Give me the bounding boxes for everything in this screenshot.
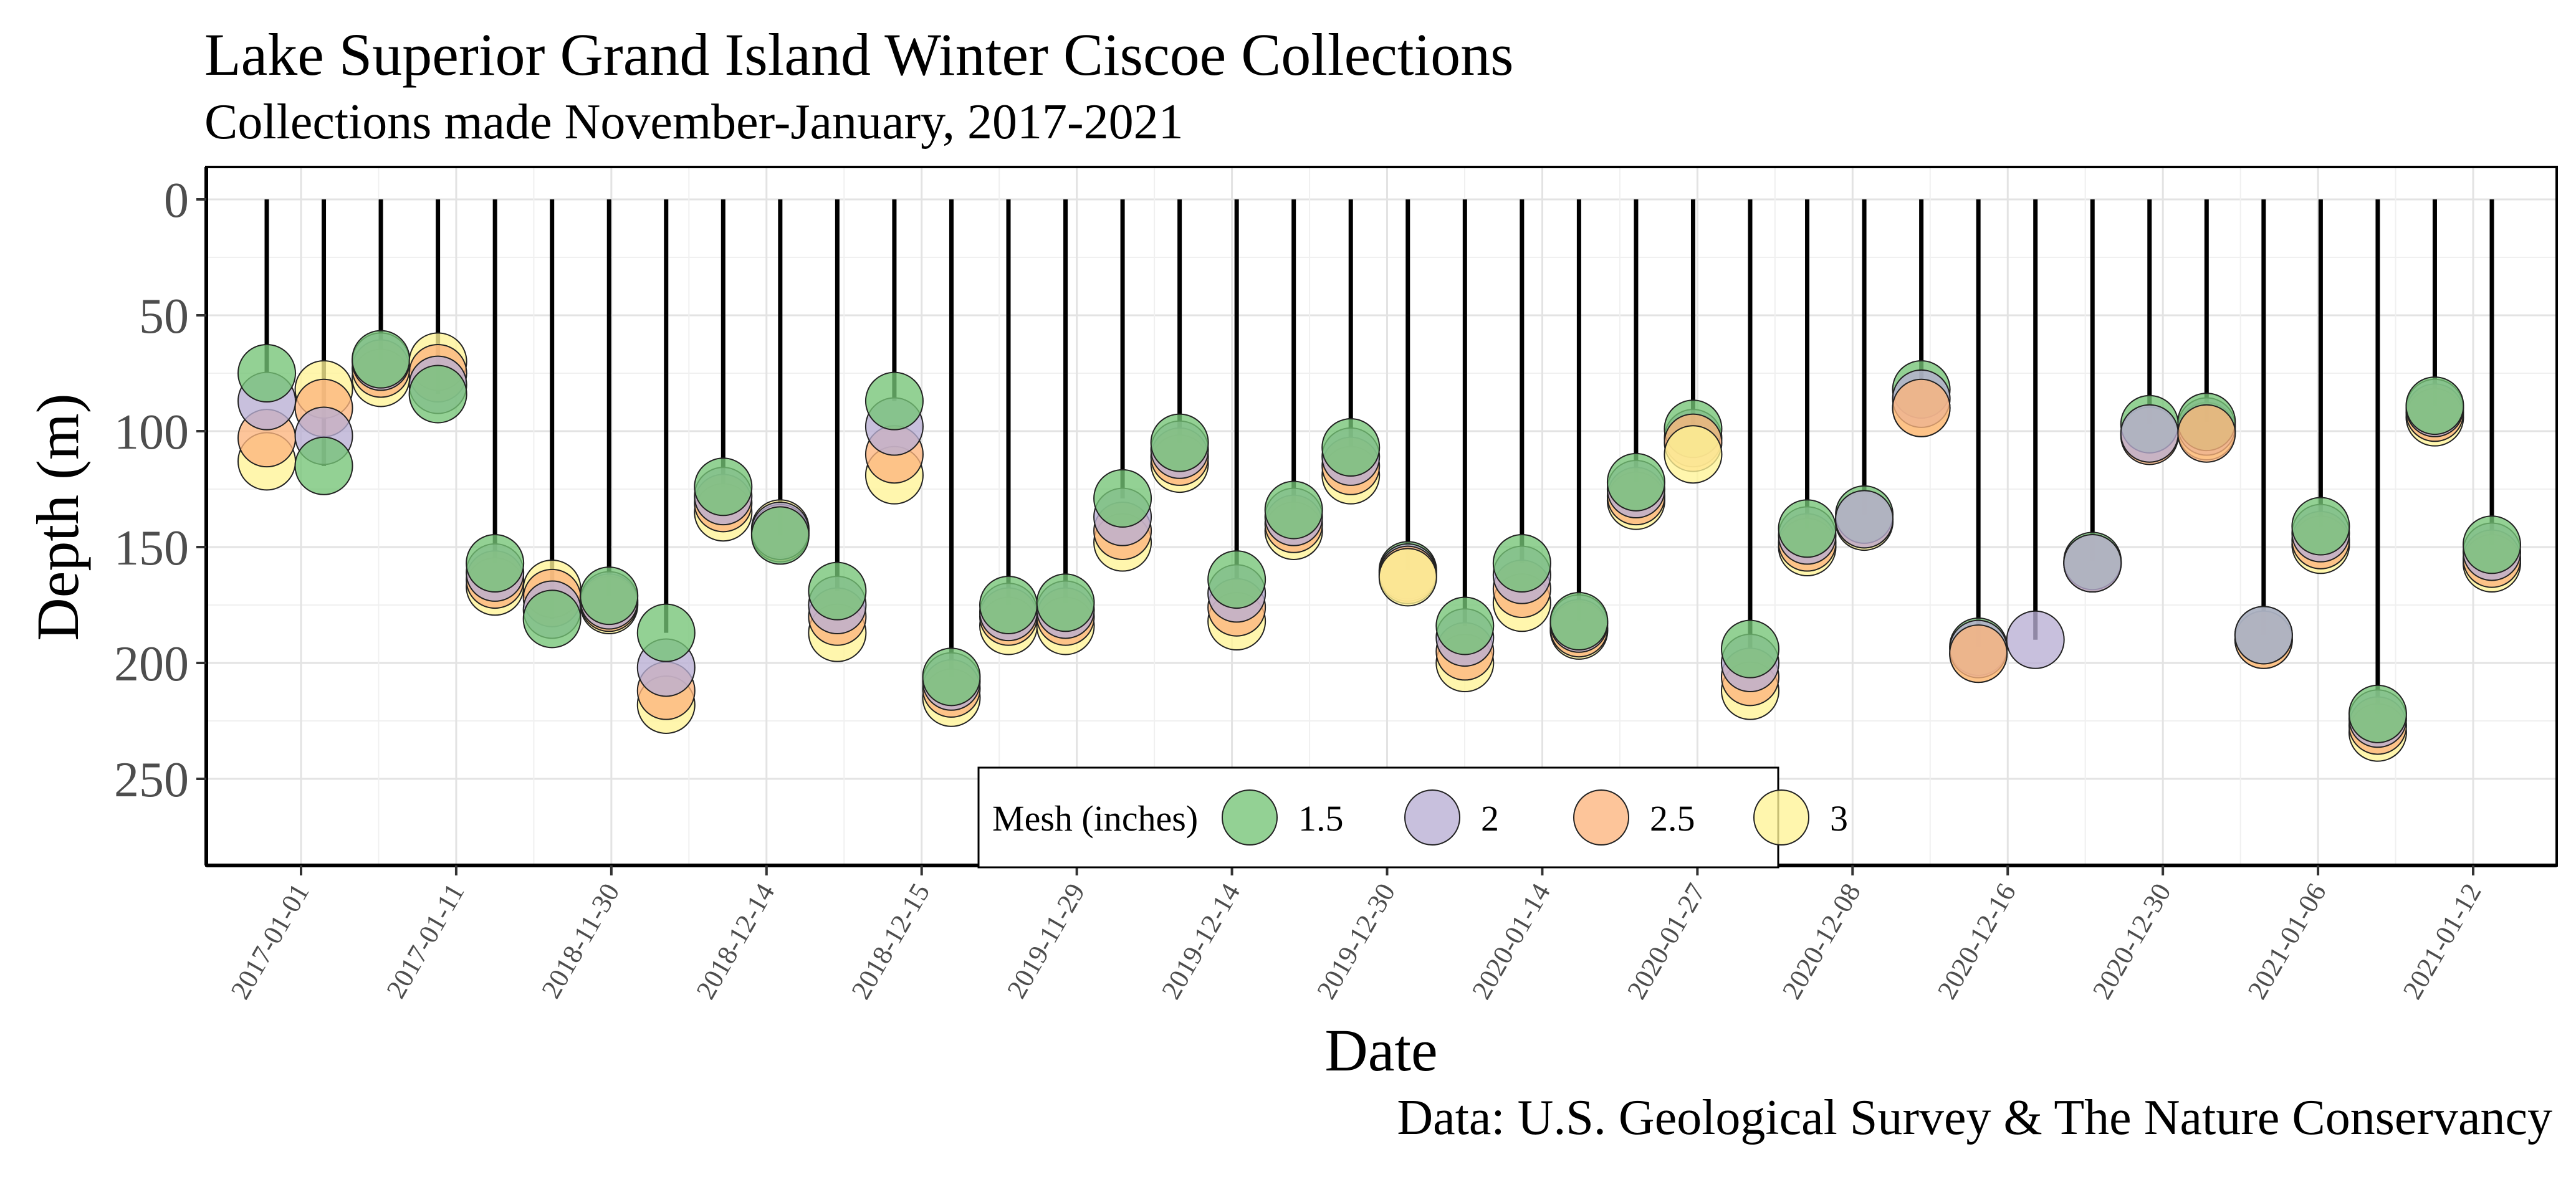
y-tick-label: 50 [139, 289, 189, 344]
y-tick-label: 150 [114, 521, 189, 576]
point-set7-mesh-1_5 [580, 566, 639, 626]
legend-label-3: 3 [1830, 798, 1848, 839]
chart-title: Lake Superior Grand Island Winter Ciscoe… [204, 21, 1514, 88]
point-set29-mesh-2 [1835, 490, 1894, 549]
point-set24-mesh-1_5 [1549, 592, 1609, 651]
point-set13-mesh-1_5 [922, 647, 981, 707]
point-set9-mesh-1_5 [694, 457, 753, 517]
legend-label-1_5: 1.5 [1298, 798, 1344, 839]
point-set1-mesh-1_5 [237, 344, 296, 403]
point-set11-mesh-1_5 [808, 561, 867, 621]
point-set39-mesh-1_5 [2405, 376, 2464, 436]
y-tick-label: 0 [164, 173, 189, 228]
x-axis-title: Date [1324, 1017, 1437, 1084]
point-set5-mesh-1_5 [466, 534, 525, 593]
y-tick-label: 200 [114, 637, 189, 692]
y-tick-label: 250 [114, 753, 189, 808]
point-set35-mesh-2_5 [2177, 404, 2236, 463]
chart-subtitle: Collections made November-January, 2017-… [204, 95, 1184, 150]
point-set21-mesh-3 [1378, 548, 1437, 607]
point-set40-mesh-1_5 [2463, 515, 2521, 574]
legend-label-2_5: 2.5 [1650, 798, 1695, 839]
point-set25-mesh-1_5 [1606, 452, 1665, 512]
point-set6-mesh-1_5 [522, 589, 582, 649]
point-set16-mesh-1_5 [1093, 469, 1152, 528]
point-set10-mesh-1_5 [750, 506, 810, 565]
point-set38-mesh-1_5 [2348, 684, 2407, 743]
legend-key-3 [1753, 789, 1809, 846]
point-set23-mesh-1_5 [1492, 534, 1551, 593]
point-set4-mesh-1_5 [408, 365, 467, 424]
legend-key-1_5 [1222, 789, 1278, 846]
point-set28-mesh-1_5 [1778, 499, 1837, 558]
y-tick-label: 100 [114, 405, 189, 460]
point-set33-mesh-2 [2063, 534, 2122, 593]
point-set17-mesh-1_5 [1150, 413, 1209, 472]
point-set20-mesh-1_5 [1321, 418, 1381, 477]
point-set15-mesh-1_5 [1036, 573, 1095, 632]
point-set12-mesh-1_5 [864, 371, 924, 431]
point-set2-mesh-1_5 [294, 436, 353, 495]
legend-box [977, 766, 1779, 869]
point-set8-mesh-1_5 [636, 603, 696, 662]
legend-label-2: 2 [1481, 798, 1499, 839]
point-set19-mesh-1_5 [1264, 480, 1323, 540]
point-set14-mesh-1_5 [979, 576, 1038, 634]
point-set18-mesh-1_5 [1207, 550, 1266, 609]
legend: Mesh (inches) 1.5 2 2.5 3 [977, 766, 1848, 869]
point-set37-mesh-1_5 [2291, 497, 2350, 556]
point-set22-mesh-1_5 [1435, 596, 1495, 655]
point-set26-mesh-3 [1664, 425, 1723, 484]
point-set30-mesh-2_5 [1892, 378, 1951, 437]
point-set31-mesh-2_5 [1949, 624, 2008, 684]
point-set32-mesh-2 [2006, 610, 2065, 669]
legend-key-2_5 [1573, 789, 1629, 846]
mesh-points [237, 330, 2521, 762]
legend-entries: 1.5 2 2.5 3 [1222, 789, 1848, 846]
point-set3-mesh-1_5 [352, 330, 411, 389]
chart-caption: Data: U.S. Geological Survey & The Natur… [1397, 1090, 2552, 1145]
legend-title: Mesh (inches) [992, 798, 1198, 839]
point-set27-mesh-1_5 [1721, 619, 1779, 679]
point-set36-mesh-2 [2234, 606, 2293, 665]
point-set34-mesh-2 [2120, 404, 2179, 463]
legend-key-2 [1404, 789, 1460, 846]
y-axis-title: Depth (m) [24, 393, 91, 641]
y-axis: 0 50 100 150 200 250 [114, 167, 208, 865]
